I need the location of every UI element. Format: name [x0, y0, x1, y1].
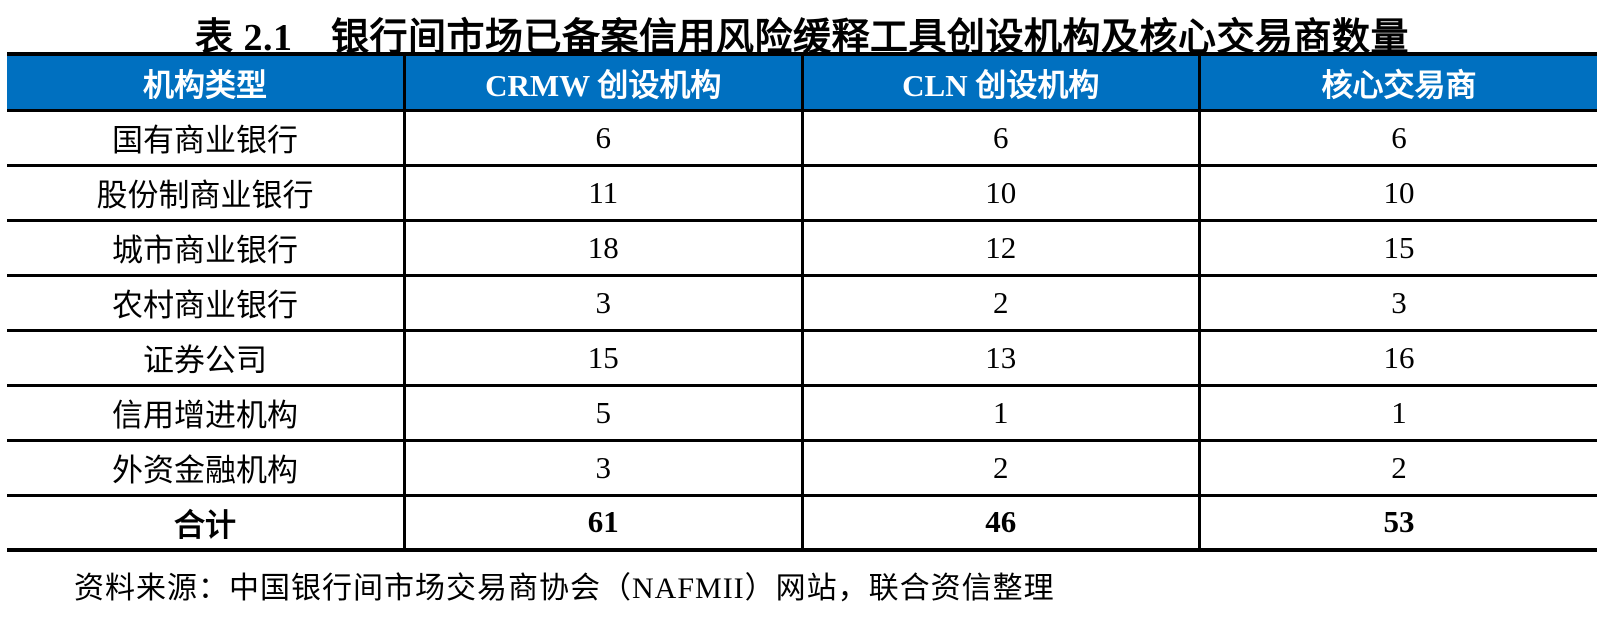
cell-crmw-count: 6	[403, 110, 802, 165]
cell-crmw-count: 61	[403, 495, 802, 550]
cell-cln-count: 1	[800, 385, 1200, 440]
cell-crmw-count: 5	[403, 385, 802, 440]
col-header-cln-creators: CLN 创设机构	[800, 54, 1200, 110]
cell-core-dealer-count: 3	[1198, 275, 1597, 330]
cell-cln-count: 2	[800, 275, 1200, 330]
cell-cln-count: 2	[800, 440, 1200, 495]
cell-core-dealer-count: 2	[1198, 440, 1597, 495]
table-row: 城市商业银行 18 12 15	[7, 220, 1597, 275]
col-header-institution-type: 机构类型	[7, 54, 405, 110]
cell-institution-type: 证券公司	[143, 343, 267, 378]
cell-core-dealer-count: 1	[1198, 385, 1597, 440]
cell-cln-count: 12	[800, 220, 1200, 275]
cell-crmw-count: 3	[403, 275, 802, 330]
cell-institution-type: 国有商业银行	[112, 123, 298, 158]
cell-institution-type: 合计	[174, 507, 236, 543]
table-body: 国有商业银行 6 6 6 股份制商业银行 11 10 10 城市商业银行 18 …	[7, 110, 1597, 550]
cell-core-dealer-count: 16	[1198, 330, 1597, 385]
col-header-crmw-creators: CRMW 创设机构	[403, 54, 802, 110]
table-row: 股份制商业银行 11 10 10	[7, 165, 1597, 220]
table-row: 合计 61 46 53	[7, 495, 1597, 550]
cell-crmw-count: 3	[403, 440, 802, 495]
table-header-row: 机构类型 CRMW 创设机构 CLN 创设机构 核心交易商	[7, 54, 1597, 110]
cell-cln-count: 6	[800, 110, 1200, 165]
table-row: 外资金融机构 3 2 2	[7, 440, 1597, 495]
col-header-core-dealers: 核心交易商	[1198, 54, 1597, 110]
table-row: 信用增进机构 5 1 1	[7, 385, 1597, 440]
cell-core-dealer-count: 10	[1198, 165, 1597, 220]
cell-core-dealer-count: 15	[1198, 220, 1597, 275]
cell-core-dealer-count: 6	[1198, 110, 1597, 165]
cell-institution-type: 外资金融机构	[112, 453, 298, 488]
cell-institution-type: 农村商业银行	[112, 288, 298, 323]
cell-core-dealer-count: 53	[1198, 495, 1597, 550]
cell-institution-type: 信用增进机构	[112, 398, 298, 433]
cell-crmw-count: 18	[403, 220, 802, 275]
table-row: 证券公司 15 13 16	[7, 330, 1597, 385]
cell-institution-type: 股份制商业银行	[96, 178, 314, 213]
cell-cln-count: 10	[800, 165, 1200, 220]
cell-crmw-count: 11	[403, 165, 802, 220]
cell-crmw-count: 15	[403, 330, 802, 385]
source-note: 资料来源：中国银行间市场交易商协会（NAFMII）网站，联合资信整理	[74, 572, 1055, 605]
cell-institution-type: 城市商业银行	[112, 233, 298, 268]
cell-cln-count: 13	[800, 330, 1200, 385]
cell-cln-count: 46	[800, 495, 1200, 550]
table-row: 农村商业银行 3 2 3	[7, 275, 1597, 330]
table-title: 表 2.1 银行间市场已备案信用风险缓释工具创设机构及核心交易商数量	[194, 17, 1409, 59]
table-row: 国有商业银行 6 6 6	[7, 110, 1597, 165]
crm-institutions-table: 机构类型 CRMW 创设机构 CLN 创设机构 核心交易商 国有商业银行 6 6…	[7, 52, 1597, 552]
